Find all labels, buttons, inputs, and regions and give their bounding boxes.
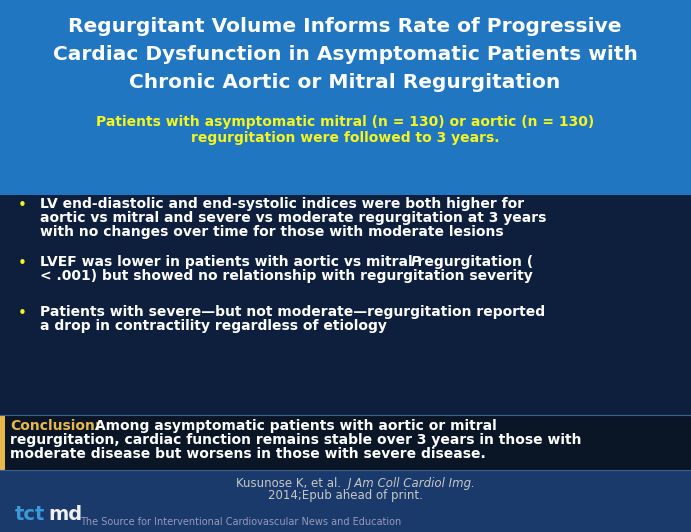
Text: Conclusion:: Conclusion: xyxy=(10,419,100,433)
Text: regurgitation were followed to 3 years.: regurgitation were followed to 3 years. xyxy=(191,131,500,145)
Text: Patients with asymptomatic mitral (n = 130) or aortic (n = 130): Patients with asymptomatic mitral (n = 1… xyxy=(96,115,594,129)
Text: •: • xyxy=(17,198,26,213)
Text: LV end-diastolic and end-systolic indices were both higher for: LV end-diastolic and end-systolic indice… xyxy=(40,197,524,211)
Text: aortic vs mitral and severe vs moderate regurgitation at 3 years: aortic vs mitral and severe vs moderate … xyxy=(40,211,547,225)
Text: moderate disease but worsens in those with severe disease.: moderate disease but worsens in those wi… xyxy=(10,447,486,461)
Text: Chronic Aortic or Mitral Regurgitation: Chronic Aortic or Mitral Regurgitation xyxy=(129,72,560,92)
Bar xyxy=(0,415,5,470)
Text: a drop in contractility regardless of etiology: a drop in contractility regardless of et… xyxy=(40,319,387,333)
Text: •: • xyxy=(17,306,26,321)
Text: 2014;Epub ahead of print.: 2014;Epub ahead of print. xyxy=(267,489,422,503)
Text: Among asymptomatic patients with aortic or mitral: Among asymptomatic patients with aortic … xyxy=(90,419,497,433)
Text: with no changes over time for those with moderate lesions: with no changes over time for those with… xyxy=(40,225,504,239)
Bar xyxy=(0,470,691,532)
Text: The Source for Interventional Cardiovascular News and Education: The Source for Interventional Cardiovasc… xyxy=(80,517,401,527)
Text: J Am Coll Cardiol Img.: J Am Coll Cardiol Img. xyxy=(348,478,476,491)
Text: Patients with severe—but not moderate—regurgitation reported: Patients with severe—but not moderate—re… xyxy=(40,305,545,319)
Text: < .001) but showed no relationship with regurgitation severity: < .001) but showed no relationship with … xyxy=(40,269,533,283)
Text: md: md xyxy=(48,504,82,523)
Bar xyxy=(0,415,691,470)
Text: LVEF was lower in patients with aortic vs mitral regurgitation (: LVEF was lower in patients with aortic v… xyxy=(40,255,533,269)
Text: Cardiac Dysfunction in Asymptomatic Patients with: Cardiac Dysfunction in Asymptomatic Pati… xyxy=(53,46,637,64)
Text: tct: tct xyxy=(15,504,46,523)
Text: •: • xyxy=(17,256,26,271)
Bar xyxy=(0,195,691,415)
Text: regurgitation, cardiac function remains stable over 3 years in those with: regurgitation, cardiac function remains … xyxy=(10,433,582,447)
Text: P: P xyxy=(411,255,422,269)
Text: Regurgitant Volume Informs Rate of Progressive: Regurgitant Volume Informs Rate of Progr… xyxy=(68,18,622,37)
Text: Kusunose K, et al.: Kusunose K, et al. xyxy=(236,478,345,491)
